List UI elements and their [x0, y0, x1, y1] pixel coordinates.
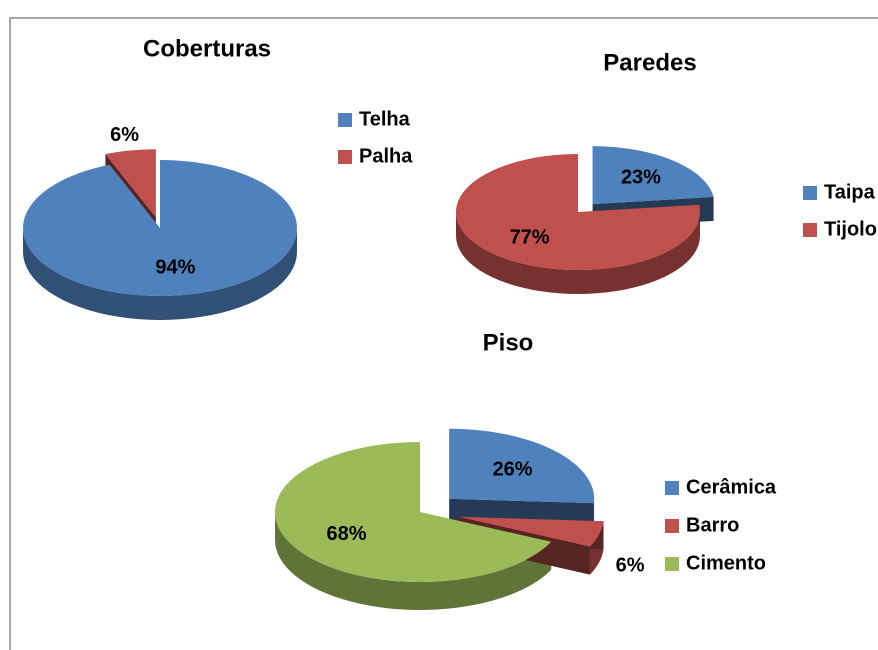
legend-swatch [803, 186, 817, 200]
slice [23, 160, 297, 296]
legend-label: Cerâmica [686, 476, 777, 498]
data-label: 94% [155, 256, 195, 278]
legend-label: Tijolo [824, 218, 877, 240]
data-label: 23% [621, 166, 661, 188]
legend-swatch [803, 223, 817, 237]
legend-swatch [665, 519, 679, 533]
legend-swatch [665, 557, 679, 571]
data-label: 68% [327, 523, 367, 545]
slice-side [275, 512, 552, 610]
legend-label: Telha [359, 108, 411, 130]
slice [105, 149, 156, 218]
slice [449, 428, 595, 504]
chart-title: Piso [483, 329, 534, 356]
slice [458, 516, 604, 547]
legend-label: Cimento [686, 552, 766, 574]
data-label: 6% [616, 554, 645, 576]
legend-swatch [665, 481, 679, 495]
legend-swatch [338, 150, 352, 164]
legend-label: Palha [359, 145, 413, 167]
data-label: 77% [510, 226, 550, 248]
legend-label: Barro [686, 514, 739, 536]
slice-side [456, 212, 700, 294]
chart-title: Coberturas [143, 35, 271, 62]
legend-label: Taipa [824, 181, 876, 203]
slice [456, 154, 700, 270]
slice [275, 442, 552, 582]
data-label: 6% [110, 124, 139, 146]
legend-swatch [338, 113, 352, 127]
slice-side [23, 228, 297, 320]
data-label: 26% [493, 458, 533, 480]
slice [592, 146, 714, 205]
chart-title: Paredes [603, 49, 696, 76]
